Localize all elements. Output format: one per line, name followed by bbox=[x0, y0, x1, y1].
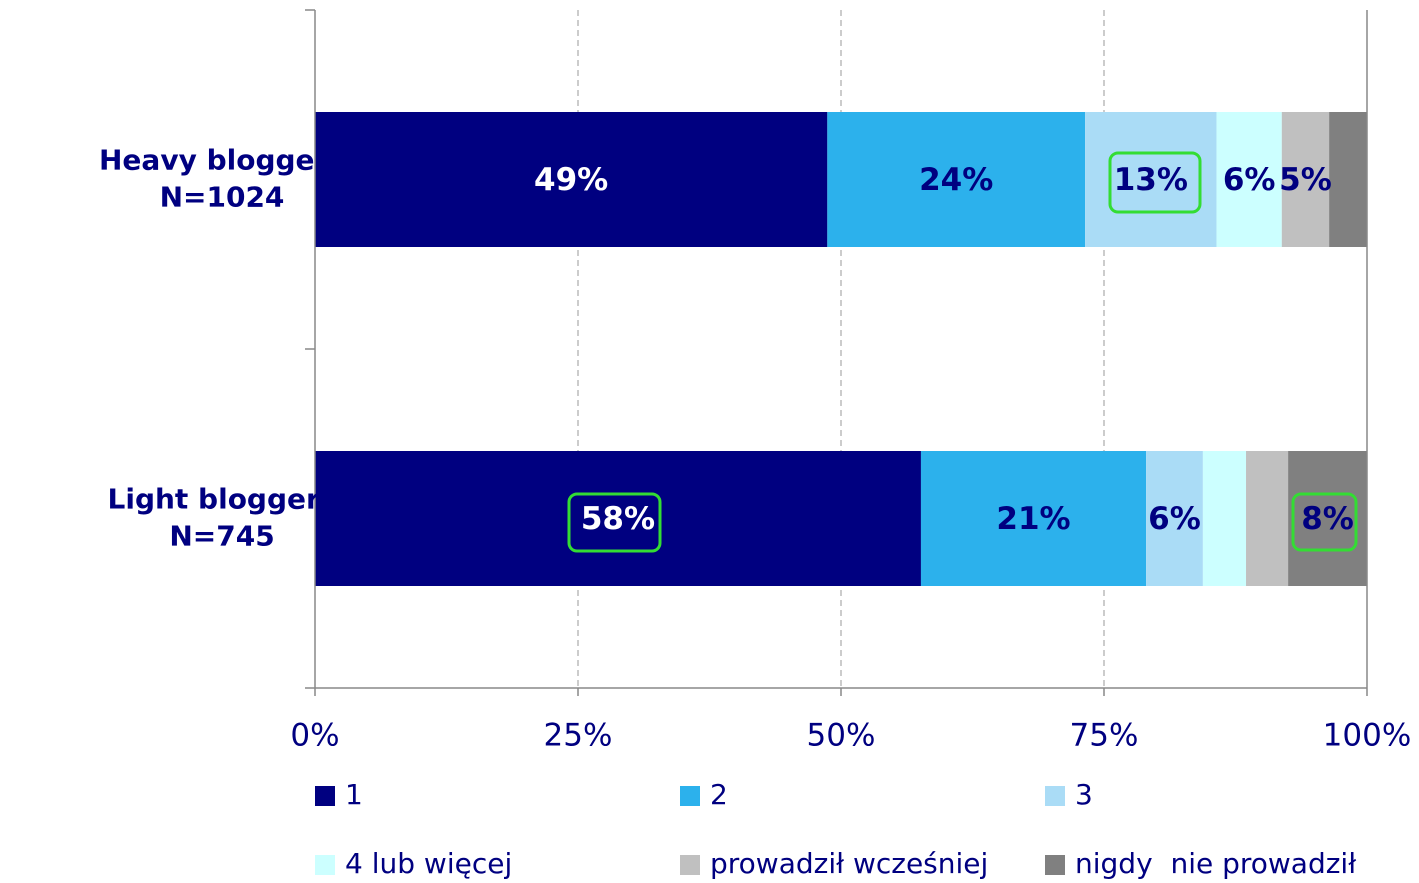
data-label: 13% bbox=[1114, 162, 1188, 198]
bar-segment bbox=[315, 112, 828, 247]
highlight-box bbox=[567, 492, 662, 553]
data-label: 58% bbox=[581, 501, 655, 537]
highlight-box bbox=[1108, 151, 1202, 214]
category-label: N=1024 bbox=[160, 181, 285, 214]
category-label: Light bloggers bbox=[108, 483, 337, 516]
legend-label: 2 bbox=[710, 778, 728, 811]
legend-label: 1 bbox=[345, 778, 363, 811]
x-tick-label: 25% bbox=[544, 718, 613, 754]
bar-segment bbox=[1288, 451, 1367, 586]
legend-swatch bbox=[1045, 786, 1065, 806]
x-tick-label: 50% bbox=[807, 718, 876, 754]
bar-segment bbox=[1246, 451, 1289, 586]
bars bbox=[315, 112, 1367, 586]
x-tick-label: 100% bbox=[1323, 718, 1412, 754]
legend-swatch bbox=[315, 855, 335, 875]
legend-swatch bbox=[315, 786, 335, 806]
category-label: Heavy bloggers bbox=[99, 144, 345, 177]
data-label: 6% bbox=[1148, 501, 1201, 537]
category-label: N=745 bbox=[169, 520, 274, 553]
bar-segment bbox=[1329, 112, 1367, 247]
legend-label: nigdy nie prowadził bbox=[1075, 847, 1356, 880]
bar-segment bbox=[1202, 451, 1247, 586]
legend-label: 3 bbox=[1075, 778, 1093, 811]
data-label: 24% bbox=[919, 162, 993, 198]
highlight-box bbox=[1291, 492, 1358, 552]
bar-segment bbox=[1281, 112, 1330, 247]
legend-swatch bbox=[680, 855, 700, 875]
bar-segment bbox=[1146, 451, 1203, 586]
bar-segment bbox=[920, 451, 1147, 586]
data-label: 5% bbox=[1279, 162, 1332, 198]
x-tick-label: 0% bbox=[290, 718, 339, 754]
bar-segment bbox=[1085, 112, 1217, 247]
bar-segment bbox=[315, 451, 921, 586]
bar-segment bbox=[1216, 112, 1282, 247]
legend-swatch bbox=[1045, 855, 1065, 875]
legend-label: prowadził wcześniej bbox=[710, 847, 988, 880]
legend-label: 4 lub więcej bbox=[345, 847, 512, 880]
data-label: 49% bbox=[534, 162, 608, 198]
x-tick-label: 75% bbox=[1070, 718, 1139, 754]
legend-swatch bbox=[680, 786, 700, 806]
bar-segment bbox=[827, 112, 1086, 247]
data-label: 21% bbox=[996, 501, 1070, 537]
data-label: 6% bbox=[1223, 162, 1276, 198]
data-label: 8% bbox=[1301, 501, 1354, 537]
